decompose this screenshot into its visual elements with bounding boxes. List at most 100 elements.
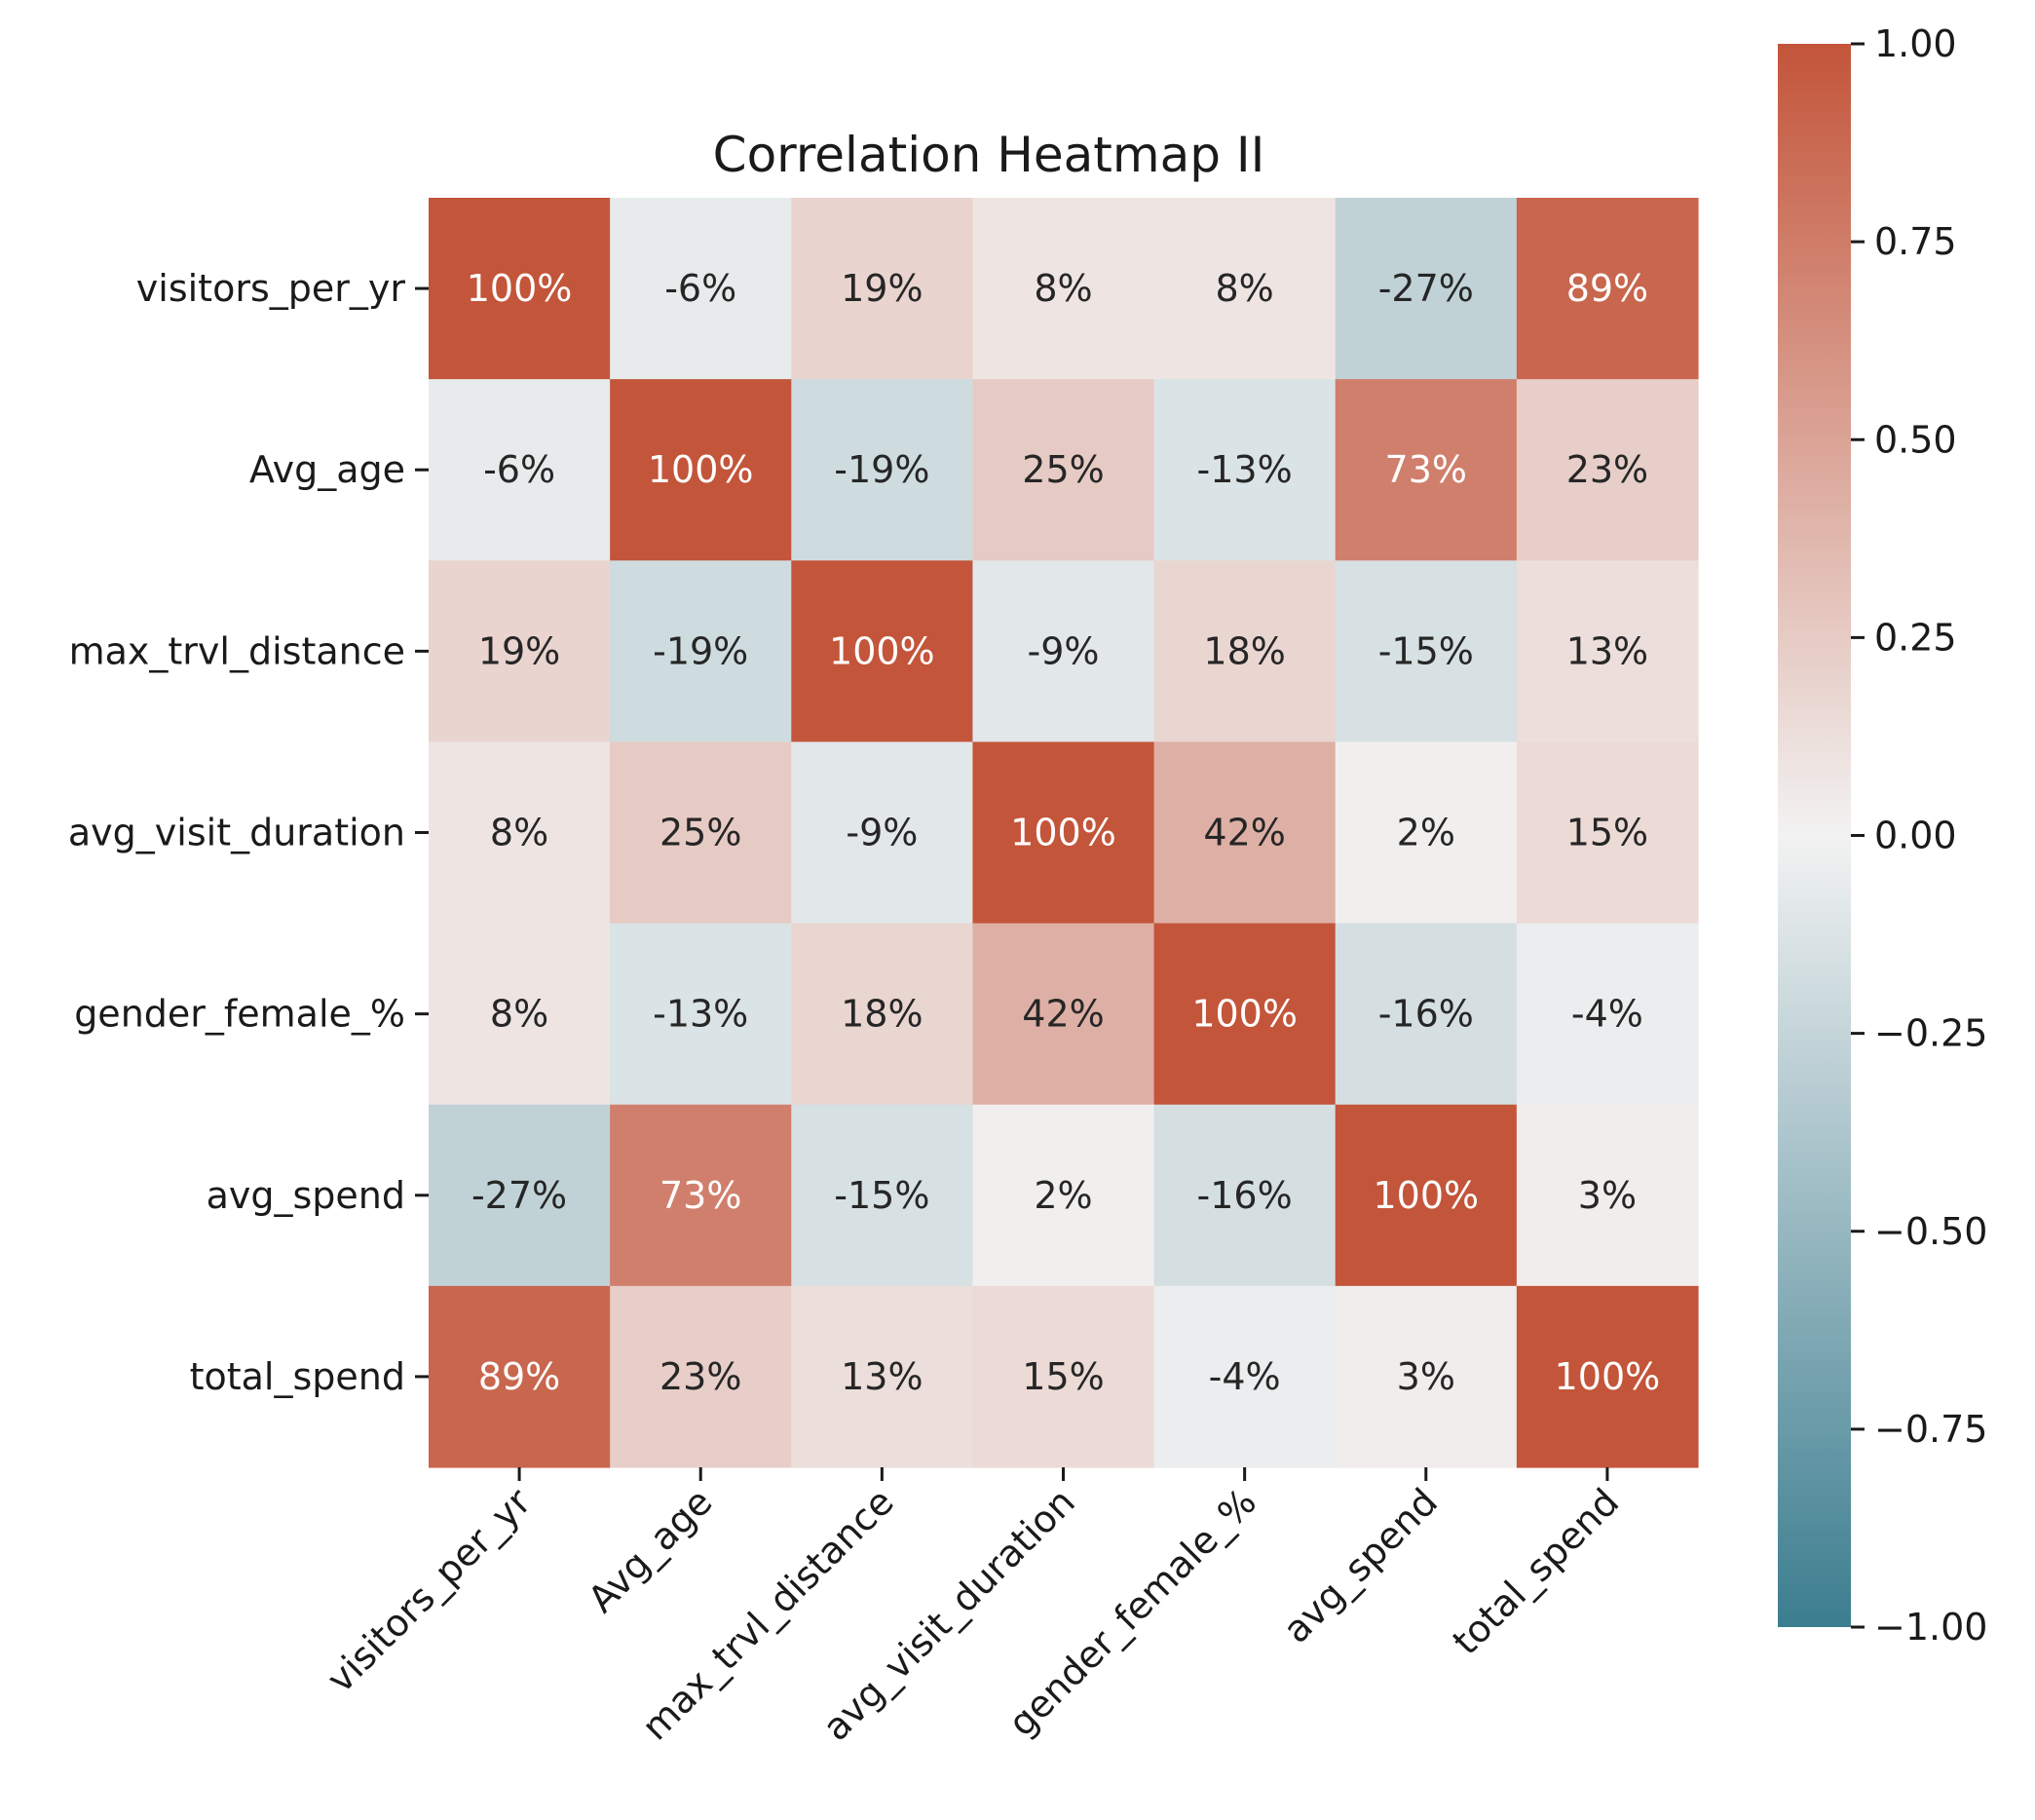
cell-value-label: -13% [653,993,748,1036]
heatmap-cell [1153,379,1337,561]
cell-value-label: 2% [1397,812,1455,854]
y-tick-label: avg_spend [207,1174,405,1217]
cell-value-label: -16% [1197,1174,1293,1217]
x-tick-label: total_spend [1445,1480,1628,1663]
colorbar-tick-label: 0.50 [1874,418,1957,461]
cell-value-label: -27% [1378,267,1474,310]
heatmap-cell [1153,1104,1337,1287]
colorbar-tick-label: −0.50 [1874,1210,1987,1253]
heatmap-cell [972,741,1155,925]
colorbar-tick-label: 0.25 [1874,616,1957,659]
heatmap-cell [610,1104,792,1287]
cell-value-label: -9% [1028,629,1100,672]
chart-title: Correlation Heatmap II [713,127,1265,183]
cell-value-label: 8% [490,812,548,854]
heatmap-cell [1335,198,1518,380]
cell-value-label: -4% [1571,993,1643,1036]
y-tick-label: visitors_per_yr [136,267,406,310]
heatmap-cell [1153,741,1337,925]
cell-value-label: 13% [1566,629,1648,672]
heatmap-cell [610,198,792,380]
heatmap-cell [429,1104,611,1287]
heatmap-cell [1335,923,1518,1106]
heatmap-cell [791,379,974,561]
heatmap-cell [429,560,611,743]
x-axis: visitors_per_yr Avg_agemax_trvl_distancea… [319,1467,1627,1749]
cell-value-label: 3% [1578,1174,1637,1217]
heatmap-cell [972,560,1155,743]
heatmap-cell [791,198,974,380]
heatmap-cell [791,1285,974,1468]
cell-value-label: -15% [834,1174,929,1217]
heatmap-cell [429,198,611,380]
y-tick-label: avg_visit_duration [68,812,405,854]
heatmap-cell [429,923,611,1106]
heatmap-cell [1516,741,1699,925]
cell-value-label: 18% [1203,629,1285,672]
cell-value-label: 19% [841,267,923,310]
heatmap-cell [791,1104,974,1287]
cell-value-label: 100% [1373,1174,1479,1217]
cell-value-label: 15% [1566,812,1648,854]
heatmap-cell [972,1104,1155,1287]
y-tick-label: total_spend [190,1355,405,1398]
cell-value-label: 89% [1566,267,1648,310]
cell-value-label: 25% [659,812,741,854]
cell-value-label: 100% [1010,812,1116,854]
cell-value-label: 100% [467,267,573,310]
cell-value-label: 8% [1034,267,1092,310]
cell-value-label: -16% [1378,993,1474,1036]
cell-value-label: -4% [1209,1355,1281,1398]
heatmap-cell [1335,560,1518,743]
cell-value-label: -13% [1197,448,1293,491]
cell-value-label: 73% [659,1174,741,1217]
heatmap-cell [610,923,792,1106]
heatmap-cell [1516,198,1699,380]
cell-value-label: 73% [1385,448,1467,491]
y-tick-label: gender_female_% [74,993,405,1036]
cell-value-label: 13% [841,1355,923,1398]
heatmap-cell [1516,923,1699,1106]
cell-value-label: 3% [1397,1355,1455,1398]
heatmap-cell [972,923,1155,1106]
y-tick-label: Avg_age [249,448,405,491]
heatmap-cell [972,379,1155,561]
heatmap-cell [1153,198,1337,380]
cell-value-label: -9% [846,812,918,854]
cell-value-label: 23% [659,1355,741,1398]
y-axis: visitors_per_yr Avg_age max_trvl_distancea… [68,267,429,1398]
cell-value-label: -27% [471,1174,567,1217]
heatmap-cell [1335,1104,1518,1287]
cell-value-label: -6% [483,448,555,491]
colorbar-tick-label: 0.75 [1874,220,1957,263]
heatmap-cell [429,1285,611,1468]
cell-value-label: 42% [1022,993,1104,1036]
heatmap-cell [429,379,611,561]
cell-annotations: 100% -6% 19% 8% 8% -27% 89% -6% 100% -19% 25% -13% 7… [467,267,1661,1398]
heatmap-cell [1153,560,1337,743]
heatmap-cell [1153,923,1337,1106]
heatmap-cell [1516,1104,1699,1287]
heatmap-cell [610,741,792,925]
heatmap-cell [1516,1285,1699,1468]
colorbar-tick-label: −0.75 [1874,1408,1987,1451]
heatmap-cell [610,560,792,743]
cell-value-label: 8% [490,993,548,1036]
heatmap-cell [1516,560,1699,743]
x-tick-label: avg_spend [1275,1480,1447,1651]
cell-value-label: 100% [1191,993,1298,1036]
heatmap-cell [791,923,974,1106]
cell-value-label: 2% [1034,1174,1092,1217]
heatmap-cell [791,560,974,743]
heatmap-cell [1335,1285,1518,1468]
heatmap-cell [429,741,611,925]
cell-value-label: -6% [664,267,736,310]
cell-value-label: 89% [478,1355,560,1398]
cell-value-label: 100% [648,448,754,491]
heatmap-cell [610,1285,792,1468]
cell-value-label: -19% [653,629,748,672]
cell-value-label: 15% [1022,1355,1104,1398]
colorbar-tick-label: 0.00 [1874,815,1957,857]
